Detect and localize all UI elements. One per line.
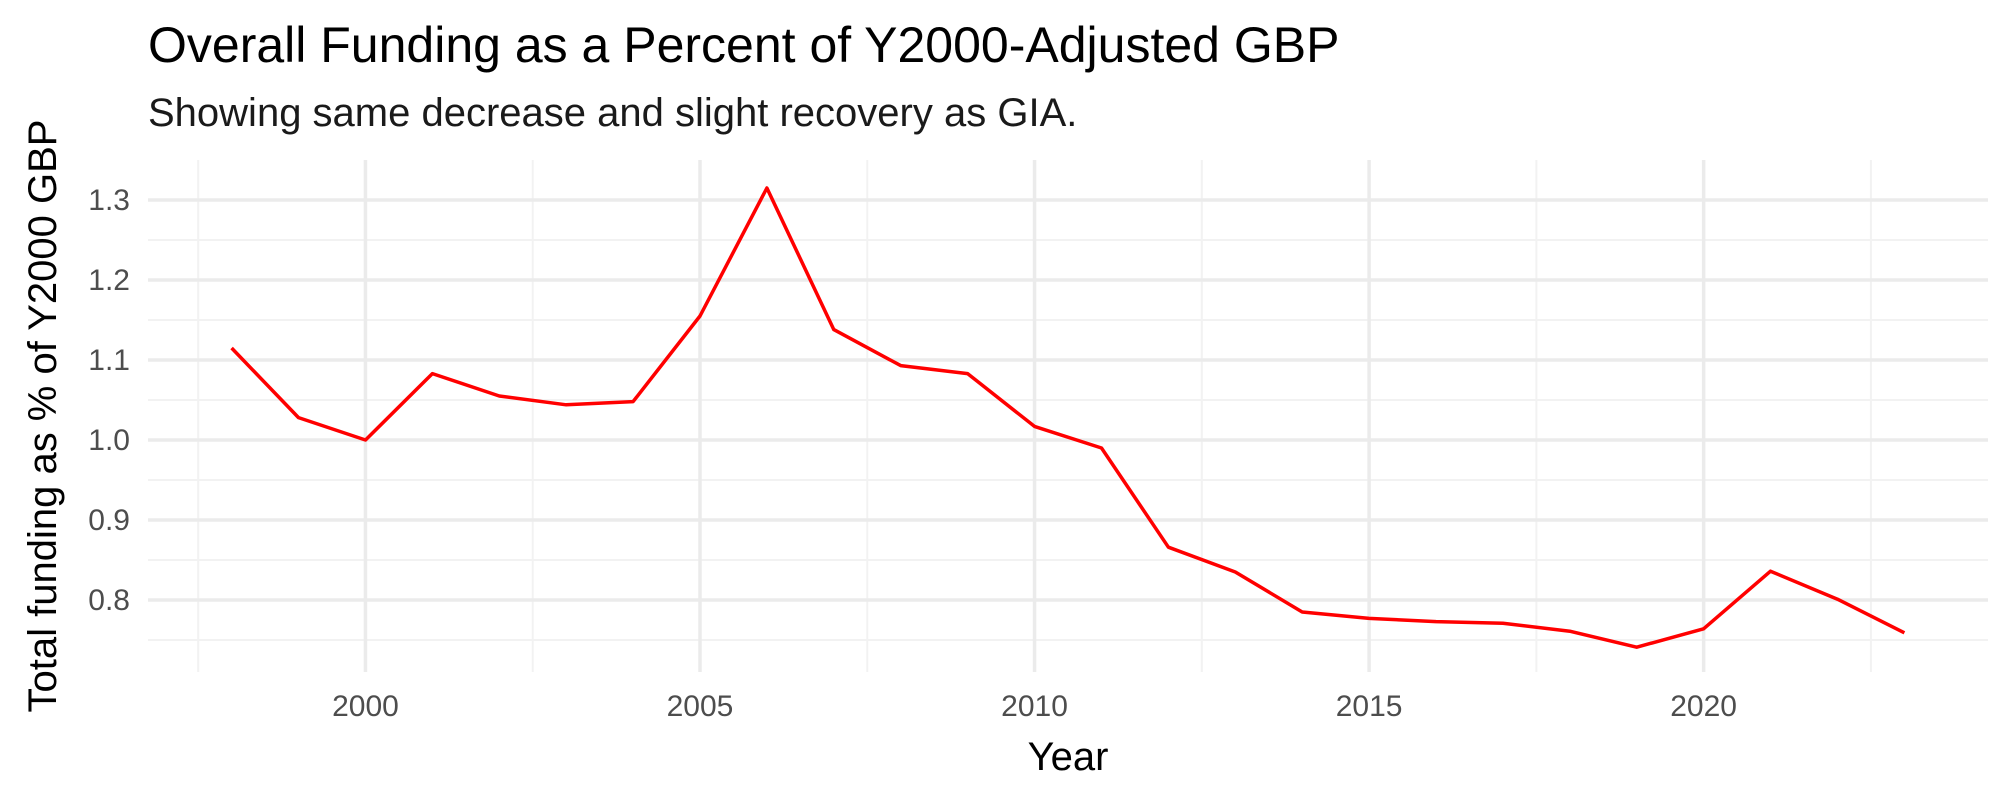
chart-subtitle: Showing same decrease and slight recover… <box>148 91 1077 135</box>
x-tick-label: 2000 <box>332 690 399 723</box>
y-tick-label: 1.2 <box>88 264 130 297</box>
series-layer <box>230 186 1906 649</box>
x-axis-title: Year <box>1028 735 1109 779</box>
y-tick-label: 1.3 <box>88 184 130 217</box>
y-axis-title: Total funding as % of Y2000 GBP <box>21 120 65 713</box>
x-tick-label: 2015 <box>1336 690 1403 723</box>
x-axis-tick-labels: 2000 2005 2010 2015 2020 <box>332 690 1737 723</box>
funding-series-line <box>230 186 1906 649</box>
y-tick-label: 0.8 <box>88 584 130 617</box>
y-tick-label: 1.0 <box>88 424 130 457</box>
major-gridlines <box>148 160 1988 672</box>
minor-gridlines <box>148 160 1988 672</box>
x-tick-label: 2005 <box>667 690 734 723</box>
x-tick-label: 2020 <box>1670 690 1737 723</box>
y-tick-label: 1.1 <box>88 344 130 377</box>
y-axis-tick-labels: 0.8 0.9 1.0 1.1 1.2 1.3 <box>88 184 130 617</box>
chart-title: Overall Funding as a Percent of Y2000-Ad… <box>148 17 1339 73</box>
y-tick-label: 0.9 <box>88 504 130 537</box>
x-tick-label: 2010 <box>1001 690 1068 723</box>
